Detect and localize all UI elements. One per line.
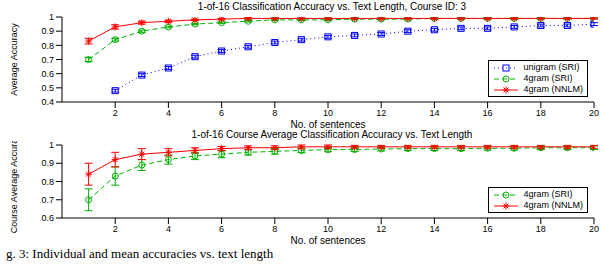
svg-text:8: 8 [272,108,277,118]
svg-text:0.6: 0.6 [41,213,54,223]
svg-text:No. of sentences: No. of sentences [290,119,365,128]
svg-text:0.4: 0.4 [41,97,54,107]
svg-text:0.9: 0.9 [41,26,54,36]
svg-text:0.7: 0.7 [41,195,54,205]
svg-text:Average Accuracy: Average Accuracy [9,23,19,96]
html-text:4gram (SRI): 4gram (SRI) [523,73,573,83]
svg-text:20: 20 [589,108,596,118]
svg-text:0.5: 0.5 [41,83,54,93]
svg-text:2: 2 [113,224,118,234]
svg-text:14: 14 [429,108,439,118]
svg-text:Course Average Accuracy: Course Average Accuracy [9,141,19,233]
svg-text:1: 1 [49,141,54,150]
svg-text:18: 18 [536,108,546,118]
svg-text:16: 16 [483,108,493,118]
svg-text:0.7: 0.7 [41,55,54,65]
html-text:4gram (NNLM): 4gram (NNLM) [523,84,583,94]
svg-text:10: 10 [323,108,333,118]
svg-text:8: 8 [272,224,277,234]
svg-text:1: 1 [49,13,54,22]
svg-text:10: 10 [323,224,333,234]
svg-text:0.9: 0.9 [41,158,54,168]
html-text:1-of-16 Classification Accurac: 1-of-16 Classification Accuracy vs. Text… [197,1,467,12]
svg-text:0.8: 0.8 [41,41,54,51]
svg-text:14: 14 [429,224,439,234]
html-text:1-of-16 Course Average Classif: 1-of-16 Course Average Classification Ac… [191,129,473,140]
svg-text:20: 20 [589,224,596,234]
svg-text:0.6: 0.6 [41,69,54,79]
svg-text:No. of sentences: No. of sentences [290,235,365,244]
svg-text:12: 12 [376,224,386,234]
svg-text:4: 4 [166,108,171,118]
html-text:4gram (NNLM): 4gram (NNLM) [523,200,583,210]
svg-text:18: 18 [536,224,546,234]
html-text:4gram (SRI): 4gram (SRI) [523,189,573,199]
svg-text:6: 6 [219,224,224,234]
svg-text:6: 6 [219,108,224,118]
html-text:unigram (SRI): unigram (SRI) [523,62,580,72]
svg-text:16: 16 [483,224,493,234]
svg-text:12: 12 [376,108,386,118]
html-text:g. 3: Individual and mean accu: g. 3: Individual and mean accuracies vs.… [6,246,274,261]
svg-text:0.8: 0.8 [41,177,54,187]
svg-text:4: 4 [166,224,171,234]
svg-text:2: 2 [113,108,118,118]
